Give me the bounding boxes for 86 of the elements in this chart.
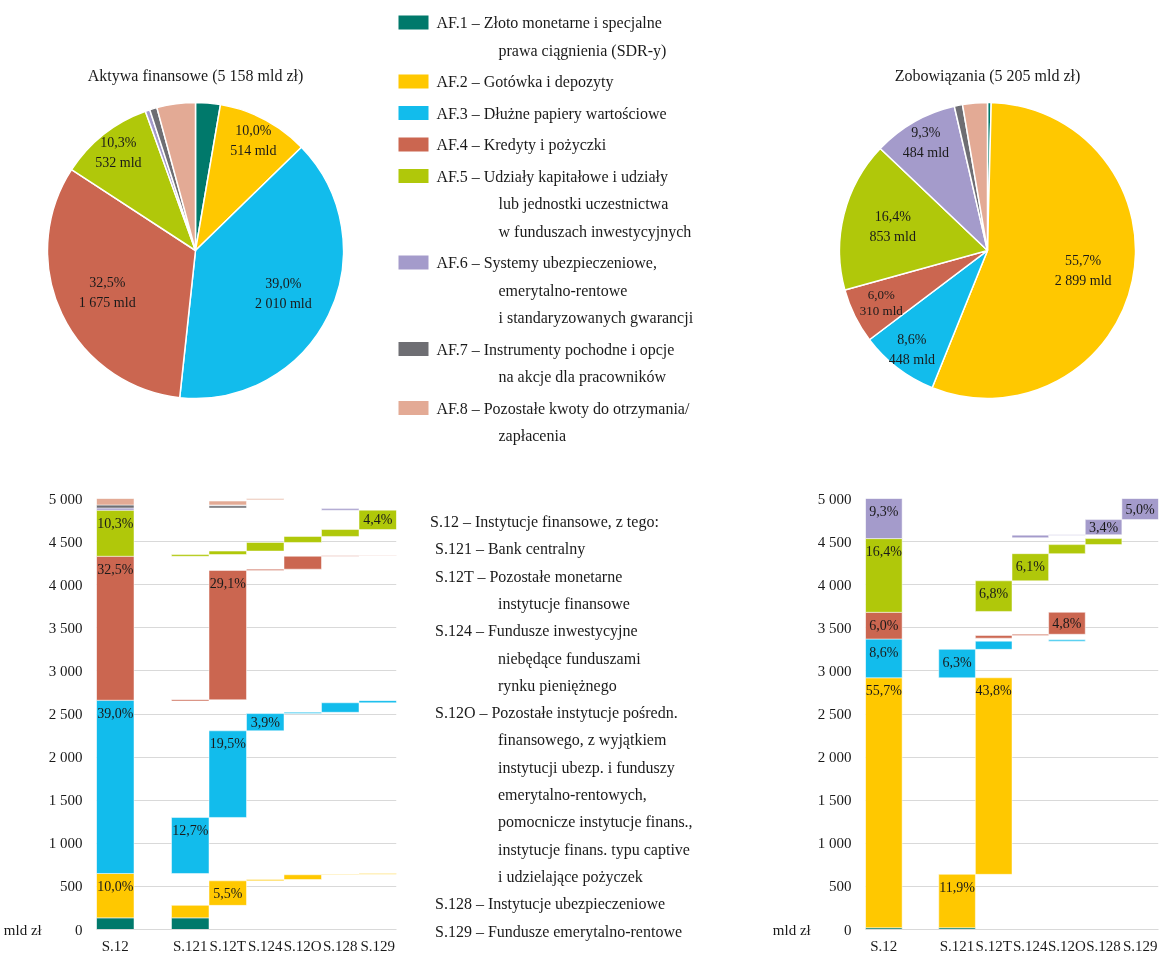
annotation: 8,6% <box>869 644 899 660</box>
data-label: 32,5% 1 675 mld <box>78 274 136 310</box>
annotation: 4,4% <box>363 512 393 528</box>
y-tick-label: 0 <box>75 921 83 938</box>
legend-label: AF.8 – Pozostałe kwoty do otrzymania/ zapłacenia <box>436 399 690 445</box>
annotation: 6,0% <box>869 617 899 633</box>
y-tick-label: 3 500 <box>817 619 852 636</box>
x-tick-label: S.129 <box>360 937 396 954</box>
text: S.12 – Instytucje finansowe, z tego: <box>430 512 659 532</box>
chart-title: Zobowiązania (5 205 mld zł) <box>894 67 1081 85</box>
x-tick-label: S.129 <box>1122 937 1158 954</box>
annotation: 39,0% <box>97 705 134 721</box>
y-tick-label: 1 500 <box>817 792 852 809</box>
x-tick-label: S.12 <box>870 937 898 954</box>
annotation: 3,9% <box>250 714 281 730</box>
x-tick-label: S.124 <box>247 937 284 954</box>
text: S.121 – Bank centralny <box>435 539 586 560</box>
legend-label: AF.2 – Gotówka i depozyty <box>436 73 614 91</box>
x-tick-label: S.124 <box>1013 937 1049 954</box>
text: S.129 – Fundusze emerytalno-rentowe <box>435 921 683 942</box>
x-tick-label: S.121 <box>939 937 975 954</box>
y-tick-label: 500 <box>60 878 83 895</box>
data-label: 8,6% 448 mld <box>888 331 936 367</box>
data-label: 39,0% 2 010 mld <box>254 275 312 311</box>
data-label: 16,4% 853 mld <box>869 209 916 245</box>
y-tick-label: 1 500 <box>48 792 83 809</box>
annotation: 16,4% <box>865 544 903 560</box>
text: S.124 – Fundusze inwestycyjne niebędące funduszami rynku pieniężnego <box>435 621 641 696</box>
legend-label: AF.7 – Instrumenty pochodne i opcje na akcje dla pracowników <box>436 340 675 386</box>
x-tick-label: S.12 <box>101 937 129 954</box>
annotation: 9,3% <box>869 504 899 519</box>
y-axis-title: mld zł <box>772 921 812 938</box>
y-tick-label: 500 <box>829 878 852 895</box>
annotation: 5,5% <box>213 885 243 901</box>
legend-label: AF.1 – Złoto monetarne i specjalne prawa ciągnienia (SDR-y) <box>436 14 667 60</box>
y-tick-label: 1 000 <box>48 835 83 852</box>
annotation: 10,3% <box>97 515 134 531</box>
data-label: 9,3% 484 mld <box>902 125 950 161</box>
annotation: 5,0% <box>1125 501 1156 517</box>
y-tick-label: 2 000 <box>48 749 83 766</box>
legend-label: AF.6 – Systemy ubezpieczeniowe, emerytalno-rentowe i standaryzowanych gwarancji <box>436 254 694 327</box>
y-axis-title: mld zł <box>3 921 43 938</box>
text: S.12O – Pozostałe instytucje pośredn. finansowego, z wyjątkiem instytucji ubezp. i funduszy emerytalno-rentowych, pomocnicze instytucje finans., instytucje finans. typu captive i udzielające pożyczek <box>435 703 693 887</box>
x-tick-label: S.128 <box>322 937 358 954</box>
legend-label: AF.4 – Kredyty i pożyczki <box>436 136 607 154</box>
y-tick-label: 4 000 <box>48 576 83 593</box>
y-tick-label: 2 000 <box>817 749 852 766</box>
y-tick-label: 4 000 <box>817 576 852 593</box>
text: S.128 – Instytucje ubezpieczeniowe <box>435 894 666 915</box>
annotation: 6,1% <box>1015 559 1046 575</box>
x-tick-label: S.12T <box>209 937 246 954</box>
x-tick-label: S.12T <box>975 937 1012 954</box>
y-tick-label: 0 <box>844 921 852 938</box>
annotation: 19,5% <box>209 736 247 752</box>
annotation: 6,3% <box>942 654 972 670</box>
annotation: 55,7% <box>865 683 903 699</box>
data-label: 10,3% 532 mld <box>95 135 142 171</box>
text: S.12T – Pozostałe monetarne instytucje finansowe <box>435 566 630 614</box>
x-tick-label: S.128 <box>1086 937 1121 954</box>
annotation: 11,9% <box>939 879 976 895</box>
x-tick-label: S.121 <box>172 937 208 954</box>
data-label: 6,0% 310 mld <box>859 287 904 319</box>
data-label: 10,0% 514 mld <box>230 122 277 158</box>
y-tick-label: 4 500 <box>48 533 83 550</box>
y-tick-label: 5 000 <box>48 490 83 507</box>
text: Aktywa finansowe (5 158 mld zł) <box>87 67 304 85</box>
x-tick-label: S.12O <box>283 937 322 954</box>
data-label: 55,7% 2 899 mld <box>1054 252 1112 288</box>
legend-label: AF.3 – Dłużne papiery wartościowe <box>436 104 667 123</box>
y-tick-label: 5 000 <box>817 490 852 507</box>
y-tick-label: 4 500 <box>817 533 852 550</box>
y-tick-label: 2 500 <box>817 706 852 722</box>
annotation: 4,8% <box>1052 615 1082 631</box>
annotation: 32,5% <box>97 561 134 577</box>
annotation: 12,7% <box>172 822 209 838</box>
y-tick-label: 3 000 <box>817 662 852 679</box>
annotation: 10,0% <box>97 878 134 894</box>
legend-label: AF.5 – Udziały kapitałowe i udziały lub jednostki uczestnictwa w funduszach inwestycyjnych <box>436 167 692 241</box>
y-tick-label: 3 000 <box>48 662 83 679</box>
y-tick-label: 1 000 <box>817 835 852 852</box>
annotation: 29,1% <box>209 575 247 591</box>
annotation: 3,4% <box>1088 519 1119 535</box>
annotation: 6,8% <box>979 586 1009 602</box>
y-tick-label: 3 500 <box>48 619 83 636</box>
x-tick-label: S.12O <box>1047 937 1087 954</box>
y-tick-label: 2 500 <box>48 706 83 722</box>
